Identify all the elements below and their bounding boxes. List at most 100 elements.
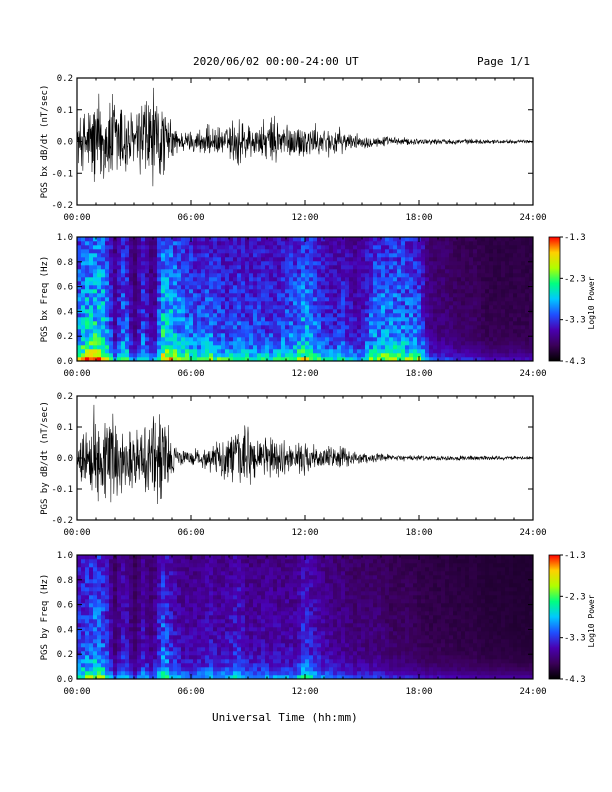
spectrogram-cell (377, 333, 382, 338)
spectrogram-cell (393, 313, 398, 318)
spectrogram-cell (165, 257, 170, 262)
spectrogram-cell (113, 289, 118, 294)
spectrogram-cell (157, 265, 162, 270)
spectrogram-cell (193, 265, 198, 270)
spectrogram-cell (201, 631, 206, 636)
spectrogram-cell (429, 253, 434, 258)
spectrogram-cell (461, 237, 466, 242)
spectrogram-cell (489, 273, 494, 278)
spectrogram-cell (377, 309, 382, 314)
spectrogram-cell (117, 245, 122, 250)
spectrogram-cell (185, 345, 190, 350)
spectrogram-cell (505, 345, 510, 350)
spectrogram-cell (141, 583, 146, 588)
spectrogram-cell (177, 587, 182, 592)
spectrogram-cell (213, 623, 218, 628)
spectrogram-cell (305, 353, 310, 358)
spectrogram-cell (525, 305, 530, 310)
spectrogram-cell (505, 241, 510, 246)
spectrogram-cell (193, 639, 198, 644)
spectrogram-cell (93, 341, 98, 346)
spectrogram-cell (145, 563, 150, 568)
spectrogram-cell (313, 305, 318, 310)
spectrogram-cell (493, 325, 498, 330)
spectrogram-cell (477, 289, 482, 294)
spectrogram-cell (149, 341, 154, 346)
spectrogram-cell (121, 281, 126, 286)
spectrogram-cell (161, 611, 166, 616)
spectrogram-cell (237, 245, 242, 250)
spectrogram-cell (213, 663, 218, 668)
spectrogram-cell (97, 277, 102, 282)
spectrogram-cell (141, 257, 146, 262)
spectrogram-cell (181, 575, 186, 580)
spectrogram-cell (261, 245, 266, 250)
spectrogram-cell (81, 647, 86, 652)
spectrogram-cell (109, 639, 114, 644)
spectrogram-cell (113, 575, 118, 580)
spectrogram-cell (381, 241, 386, 246)
spectrogram-cell (197, 567, 202, 572)
spectrogram-cell (205, 659, 210, 664)
spectrogram-cell (109, 659, 114, 664)
spectrogram-cell (225, 321, 230, 326)
spectrogram-cell (441, 261, 446, 266)
spectrogram-cell (153, 257, 158, 262)
spectrogram-cell (141, 345, 146, 350)
spectrogram-cell (413, 265, 418, 270)
spectrogram-cell (177, 281, 182, 286)
spectrogram-cell (109, 579, 114, 584)
spectrogram-cell (129, 583, 134, 588)
spectrogram-cell (161, 559, 166, 564)
spectrogram-cell (149, 655, 154, 660)
spectrogram-cell (117, 289, 122, 294)
spectrogram-cell (393, 269, 398, 274)
spectrogram-cell (509, 337, 514, 342)
spectrogram-cell (333, 337, 338, 342)
spectrogram-cell (213, 559, 218, 564)
spectrogram-cell (153, 567, 158, 572)
spectrogram-cell (153, 341, 158, 346)
spectrogram-cell (137, 329, 142, 334)
spectrogram-cell (469, 301, 474, 306)
spectrogram-cell (201, 663, 206, 668)
spectrogram-cell (489, 245, 494, 250)
spectrogram-cell (473, 297, 478, 302)
spectrogram-cell (373, 333, 378, 338)
spectrogram-cell (289, 337, 294, 342)
spectrogram-cell (529, 337, 534, 342)
spectrogram-cell (145, 249, 150, 254)
spectrogram-cell (401, 345, 406, 350)
spectrogram-cell (189, 253, 194, 258)
spectrogram-cell (525, 297, 530, 302)
spectrogram-cell (313, 249, 318, 254)
spectrogram-cell (385, 265, 390, 270)
spectrogram-cell (445, 293, 450, 298)
spectrogram-cell (509, 269, 514, 274)
spectrogram-cell (317, 349, 322, 354)
spectrogram-cell (85, 289, 90, 294)
spectrogram-cell (93, 313, 98, 318)
spectrogram-cell (425, 297, 430, 302)
spectrogram-cell (85, 341, 90, 346)
spectrogram-cell (101, 555, 106, 560)
spectrogram-cell (517, 321, 522, 326)
spectrogram-cell (109, 591, 114, 596)
spectrogram-cell (281, 337, 286, 342)
spectrogram-cell (189, 261, 194, 266)
spectrogram-cell (373, 249, 378, 254)
spectrogram-cell (89, 667, 94, 672)
spectrogram-cell (209, 639, 214, 644)
spectrogram-cell (137, 317, 142, 322)
spectrogram-cell (409, 325, 414, 330)
spectrogram-cell (317, 329, 322, 334)
spectrogram-cell (105, 603, 110, 608)
spectrogram-cell (405, 305, 410, 310)
spectrogram-cell (133, 309, 138, 314)
spectrogram-cell (149, 635, 154, 640)
spectrogram-cell (121, 663, 126, 668)
spectrogram-cell (157, 619, 162, 624)
x-tick-label: 12:00 (291, 369, 318, 379)
spectrogram-cell (169, 623, 174, 628)
spectrogram-cell (377, 341, 382, 346)
